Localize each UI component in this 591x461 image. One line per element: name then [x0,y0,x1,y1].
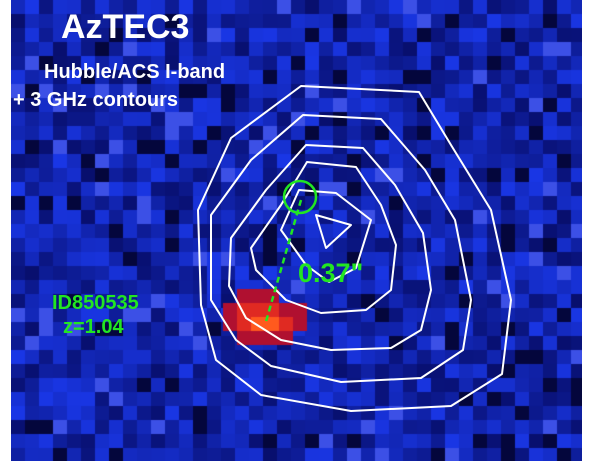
contour-level-2 [210,114,472,383]
source-id-label: ID850535 [52,292,139,314]
overlay-layer [197,85,512,412]
image-title: AzTEC3 [61,8,190,46]
contour-level-6 [315,214,352,249]
image-subtitle-line-1: Hubble/ACS I-band [44,61,226,83]
contour-level-5 [280,189,372,283]
offset-label: 0.37" [298,258,364,288]
image-subtitle-line-2: + 3 GHz contours [13,89,179,111]
contour-level-4 [250,161,397,314]
contour-group [197,85,512,412]
contour-level-1 [197,85,512,412]
offset-line [263,199,303,326]
contour-level-3 [228,144,432,351]
source-redshift-label: z=1.04 [63,316,124,338]
image-panel: AzTEC3 Hubble/ACS I-band + 3 GHz contour… [11,0,582,461]
radio-peak-circle [282,179,318,215]
